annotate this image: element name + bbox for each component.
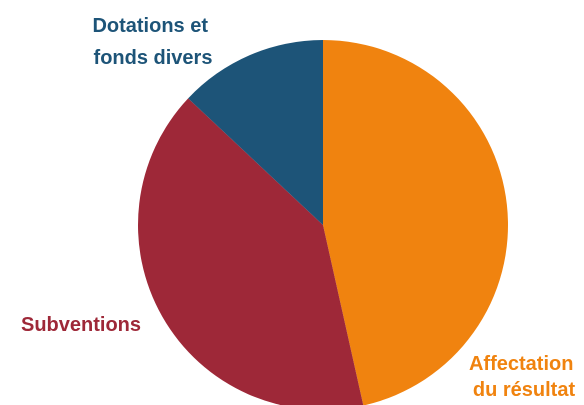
slice-label-subventions-line-1: Subventions bbox=[21, 314, 141, 336]
slice-label-subventions: Subventions bbox=[21, 314, 141, 336]
slice-label-affectation-line-1: Affectation bbox=[469, 353, 573, 375]
slice-label-dotations-line-1: Dotations et bbox=[92, 15, 208, 37]
slice-dotations bbox=[188, 40, 323, 225]
slice-label-affectation-line-2: du résultat bbox=[473, 379, 576, 401]
pie-slices bbox=[138, 40, 508, 405]
slice-labels: Affectation du résultat Subventions Dota… bbox=[21, 15, 579, 401]
slice-subventions bbox=[138, 98, 364, 405]
slice-label-dotations: Dotations et fonds divers bbox=[92, 15, 213, 69]
slice-label-dotations-line-2: fonds divers bbox=[94, 47, 213, 69]
slice-label-affectation: Affectation du résultat bbox=[469, 353, 579, 401]
slice-affectation bbox=[323, 40, 508, 405]
